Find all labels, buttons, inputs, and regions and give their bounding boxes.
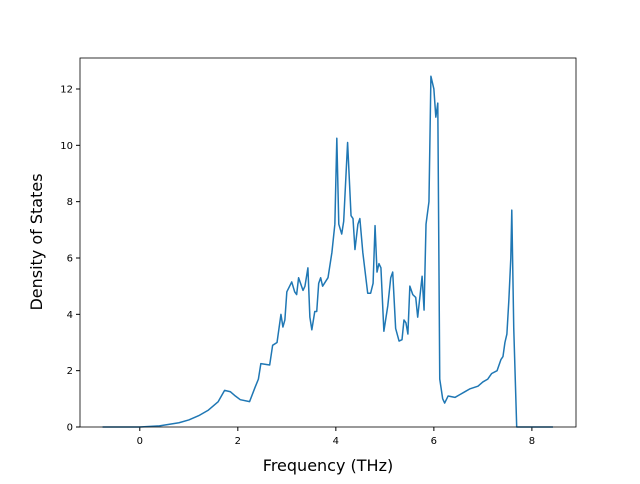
x-axis-label: Frequency (THz) [263,456,393,475]
y-axis-label: Density of States [27,173,46,310]
x-tick-label: 4 [333,436,339,447]
x-tick-label: 8 [529,436,535,447]
x-tick-label: 2 [235,436,241,447]
y-tick-label: 2 [67,366,73,377]
x-tick-label: 0 [137,436,143,447]
y-tick-label: 12 [60,84,73,95]
y-tick-label: 10 [60,141,73,152]
y-tick-label: 6 [67,253,73,264]
y-tick-label: 0 [67,423,73,434]
line-series [102,75,553,428]
plot-frame [79,57,577,428]
y-tick-label: 4 [67,310,73,321]
y-tick-label: 8 [67,197,73,208]
x-tick-label: 6 [431,436,437,447]
